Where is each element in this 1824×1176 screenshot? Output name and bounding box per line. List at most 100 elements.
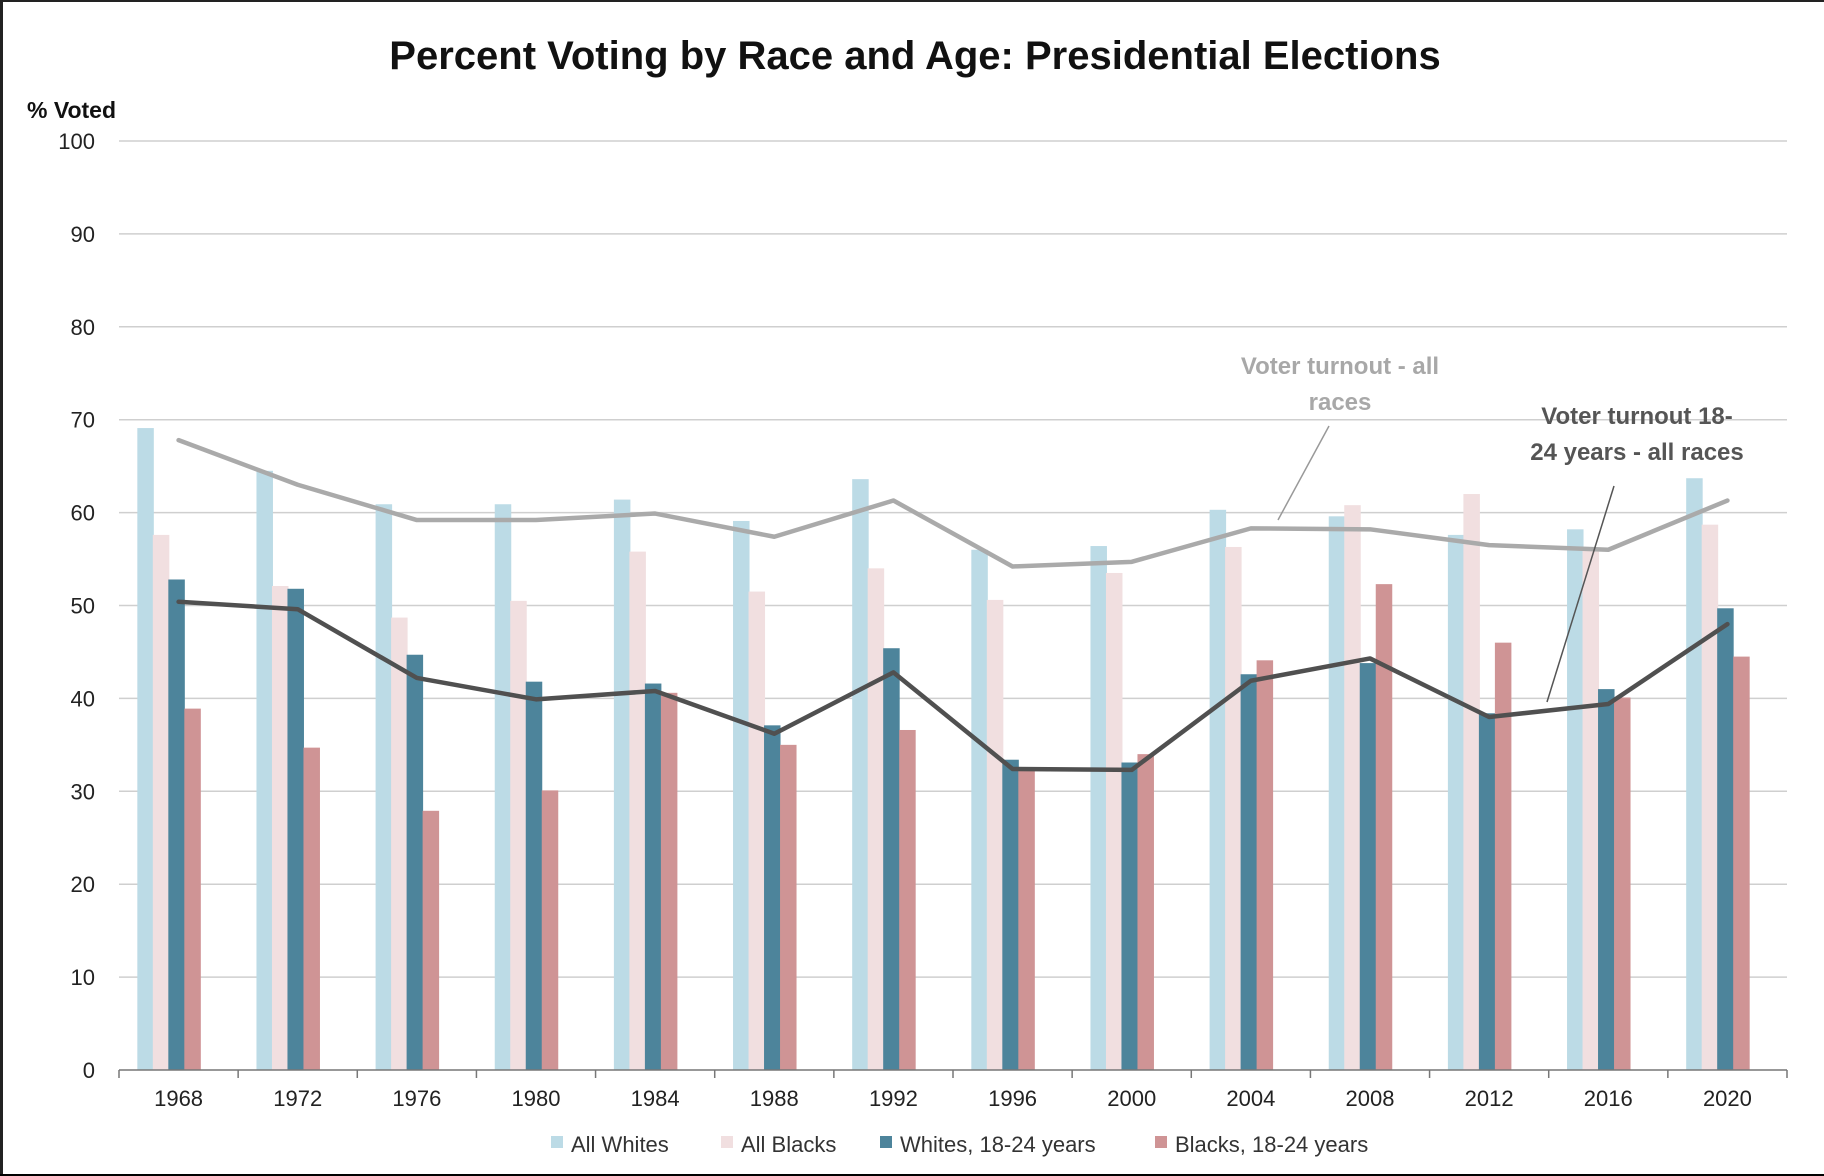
bar-whites-18-24-years-2020	[1717, 608, 1734, 1070]
bars-group	[137, 428, 1749, 1070]
bar-whites-18-24-years-2016	[1598, 689, 1615, 1070]
bar-blacks-18-24-years-1992	[899, 730, 916, 1070]
bar-blacks-18-24-years-2008	[1376, 584, 1393, 1070]
bar-whites-18-24-years-2000	[1121, 763, 1138, 1070]
bar-whites-18-24-years-1980	[526, 682, 543, 1070]
bar-blacks-18-24-years-1976	[423, 811, 440, 1070]
voting-chart: Percent Voting by Race and Age: Presiden…	[3, 2, 1824, 1176]
annotation-young-line2: 24 years - all races	[1530, 439, 1744, 466]
x-tick-label-2000: 2000	[1107, 1086, 1156, 1111]
x-tick-label-1980: 1980	[512, 1086, 561, 1111]
annotation-all-races-leader	[1278, 426, 1329, 520]
bar-blacks-18-24-years-1980	[542, 790, 559, 1070]
bar-all-whites-1996	[971, 550, 988, 1070]
y-tick-label-90: 90	[71, 222, 95, 247]
y-tick-label-50: 50	[71, 594, 95, 619]
x-tick-label-1996: 1996	[988, 1086, 1037, 1111]
y-tick-label-60: 60	[71, 501, 95, 526]
bar-all-whites-1968	[137, 428, 154, 1070]
bar-all-whites-1984	[614, 500, 631, 1070]
bar-blacks-18-24-years-1972	[303, 748, 320, 1070]
legend-swatch-whites-18-24-years	[880, 1136, 892, 1148]
bar-all-whites-1976	[376, 504, 393, 1070]
bar-all-whites-1992	[852, 479, 869, 1070]
bar-all-whites-2012	[1448, 535, 1465, 1070]
legend-swatch-blacks-18-24-years	[1155, 1136, 1167, 1148]
bar-blacks-18-24-years-2004	[1257, 660, 1274, 1070]
x-tick-label-2020: 2020	[1703, 1086, 1752, 1111]
y-tick-label-80: 80	[71, 315, 95, 340]
x-tick-label-1976: 1976	[392, 1086, 441, 1111]
x-tick-label-1972: 1972	[273, 1086, 322, 1111]
annotation-all-races-line1: Voter turnout - all	[1241, 353, 1439, 380]
bar-whites-18-24-years-1988	[764, 725, 781, 1070]
bar-all-blacks-1996	[987, 600, 1004, 1070]
bar-all-whites-1972	[256, 471, 273, 1070]
bar-whites-18-24-years-2012	[1479, 713, 1496, 1070]
x-tick-label-1988: 1988	[750, 1086, 799, 1111]
bar-all-whites-2020	[1686, 478, 1703, 1070]
bar-blacks-18-24-years-1988	[780, 745, 797, 1070]
bar-blacks-18-24-years-2016	[1614, 697, 1631, 1070]
x-tick-label-1968: 1968	[154, 1086, 203, 1111]
legend-label-whites-18-24-years: Whites, 18-24 years	[900, 1132, 1096, 1157]
bar-blacks-18-24-years-2000	[1137, 754, 1154, 1070]
chart-title: Percent Voting by Race and Age: Presiden…	[389, 34, 1440, 78]
bar-whites-18-24-years-1984	[645, 684, 662, 1070]
bar-blacks-18-24-years-2020	[1733, 657, 1750, 1070]
x-tick-label-1984: 1984	[631, 1086, 680, 1111]
x-tick-label-1992: 1992	[869, 1086, 918, 1111]
y-tick-label-0: 0	[83, 1058, 95, 1083]
legend-swatch-all-whites	[551, 1136, 563, 1148]
y-tick-label-10: 10	[71, 965, 95, 990]
bar-all-whites-2008	[1329, 516, 1346, 1070]
bar-whites-18-24-years-2004	[1241, 674, 1258, 1070]
bar-all-blacks-1992	[868, 568, 885, 1070]
legend-label-blacks-18-24-years: Blacks, 18-24 years	[1175, 1132, 1368, 1157]
x-tick-label-2012: 2012	[1465, 1086, 1514, 1111]
y-tick-label-20: 20	[71, 872, 95, 897]
legend-label-all-whites: All Whites	[571, 1132, 669, 1157]
x-tick-label-2016: 2016	[1584, 1086, 1633, 1111]
line-turnout-all-races	[179, 440, 1728, 566]
annotation-all-races-line2: races	[1309, 389, 1372, 416]
bar-all-blacks-1988	[749, 592, 766, 1070]
y-tick-label-40: 40	[71, 686, 95, 711]
legend: All Whites All Blacks Whites, 18-24 years B…	[551, 1132, 1368, 1157]
bar-all-blacks-2008	[1344, 505, 1361, 1070]
bar-blacks-18-24-years-1968	[184, 709, 201, 1070]
x-tick-label-2004: 2004	[1226, 1086, 1275, 1111]
bar-whites-18-24-years-1972	[287, 589, 304, 1070]
x-tick-label-2008: 2008	[1346, 1086, 1395, 1111]
bar-all-blacks-2000	[1106, 573, 1123, 1070]
bar-all-whites-1988	[733, 521, 750, 1070]
bar-all-blacks-1980	[510, 601, 527, 1070]
bar-all-blacks-1984	[629, 552, 646, 1070]
annotation-young-line1: Voter turnout 18-	[1541, 403, 1733, 430]
bar-all-blacks-1976	[391, 618, 408, 1070]
bar-all-whites-2000	[1090, 546, 1107, 1070]
bar-whites-18-24-years-2008	[1360, 663, 1377, 1070]
bar-blacks-18-24-years-1984	[661, 693, 678, 1070]
bar-all-blacks-1968	[153, 535, 170, 1070]
bar-blacks-18-24-years-2012	[1495, 643, 1512, 1070]
legend-swatch-all-blacks	[721, 1136, 733, 1148]
y-tick-label-70: 70	[71, 408, 95, 433]
bar-whites-18-24-years-1996	[1002, 760, 1019, 1070]
y-tick-label-30: 30	[71, 779, 95, 804]
bar-all-blacks-2020	[1702, 525, 1719, 1070]
bar-all-whites-1980	[495, 504, 512, 1070]
y-tick-label-100: 100	[58, 129, 95, 154]
bar-all-whites-2004	[1210, 510, 1227, 1070]
y-axis-label: % Voted	[27, 97, 116, 123]
bar-all-blacks-2016	[1583, 551, 1600, 1070]
bar-all-blacks-2012	[1463, 494, 1480, 1070]
bar-whites-18-24-years-1992	[883, 648, 900, 1070]
legend-label-all-blacks: All Blacks	[741, 1132, 836, 1157]
axes-group: 1968 1972 1976 1980 1984 1988 1992 1996 2000 2004…	[119, 1070, 1787, 1111]
bar-all-blacks-1972	[272, 586, 289, 1070]
bar-blacks-18-24-years-1996	[1018, 769, 1035, 1070]
bar-all-blacks-2004	[1225, 547, 1242, 1070]
bar-whites-18-24-years-1968	[168, 579, 185, 1070]
